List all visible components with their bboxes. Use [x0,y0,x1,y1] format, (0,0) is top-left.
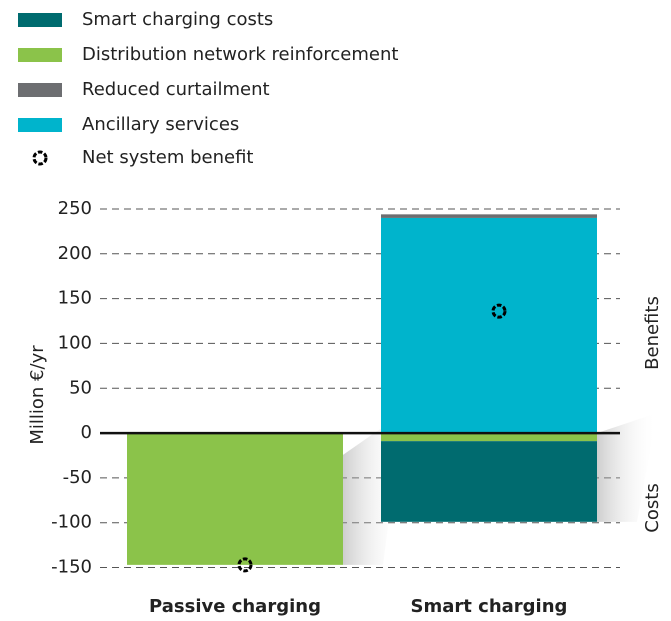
bar-segment [381,214,597,218]
bar-segment [381,217,597,434]
legend-label: Net system benefit [82,147,254,168]
y-tick-label: 150 [58,288,92,309]
legend-label: Reduced curtailment [82,79,270,100]
bar-segment [381,433,597,442]
net-marker [491,303,507,319]
legend: Smart charging costs Distribution network… [18,9,398,168]
y-tick-label: 50 [69,377,92,398]
legend-swatch [18,83,62,97]
y-tick-label: -50 [63,467,92,488]
y-tick-label: -150 [51,557,92,578]
y-tick-label: 100 [58,332,92,353]
bar-segment [381,441,597,522]
benefits-label: Benefits [642,296,663,370]
y-tick-label: 200 [58,243,92,264]
net-marker [237,557,253,573]
net-marker [32,150,48,166]
legend-swatch [18,118,62,132]
y-tick-label: 0 [81,422,92,443]
legend-swatch [18,48,62,62]
y-axis-label: Million €/yr [27,345,48,445]
bar-shadow [597,413,657,522]
y-tick-label: -100 [51,512,92,533]
x-tick-label: Passive charging [149,596,321,617]
bar-segment [127,433,343,565]
y-tick-label: 250 [58,198,92,219]
legend-swatch [18,13,62,27]
legend-label: Smart charging costs [82,9,273,30]
legend-label: Distribution network reinforcement [82,44,398,65]
costs-label: Costs [642,483,663,532]
legend-label: Ancillary services [82,114,239,135]
x-tick-label: Smart charging [411,596,568,617]
